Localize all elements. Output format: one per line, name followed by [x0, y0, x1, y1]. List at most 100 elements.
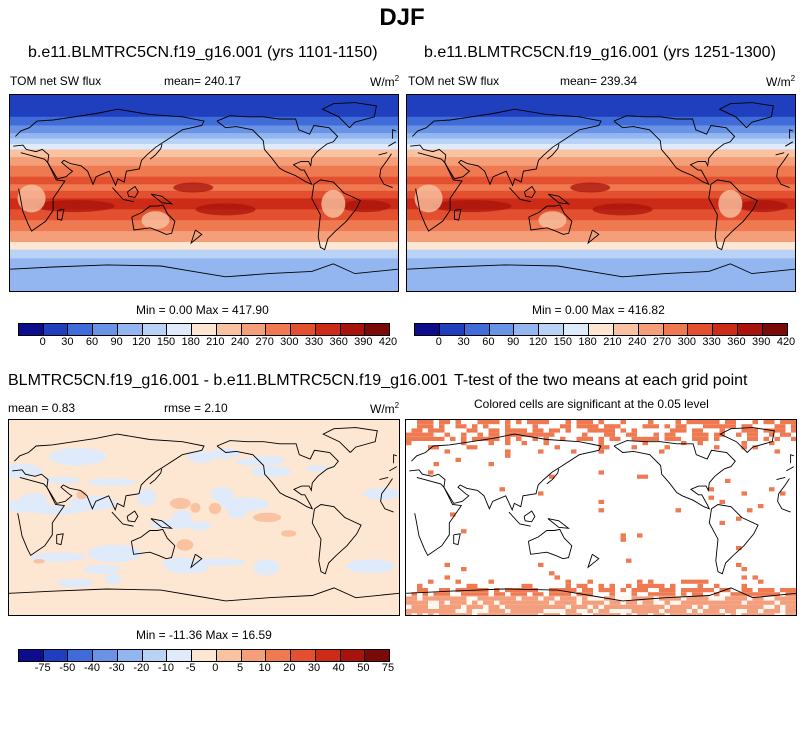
significant-cell [609, 588, 615, 593]
significant-cell [587, 588, 593, 593]
flux-maximum [340, 200, 391, 213]
flux-band [10, 220, 398, 232]
flux-maximum [570, 182, 611, 193]
significant-cell [626, 613, 632, 615]
significant-cell [604, 445, 610, 450]
significant-cell [488, 432, 494, 437]
flux-band [10, 209, 398, 221]
difference-patch [166, 562, 208, 574]
significant-cell [620, 420, 626, 425]
significant-cell [631, 609, 637, 614]
panel2-colorbar-swatch [688, 324, 714, 335]
significant-cell [642, 474, 648, 479]
panel1-colorbar-tick-label: 90 [110, 336, 123, 348]
significant-cell [692, 579, 698, 584]
significant-cell [422, 424, 428, 429]
significant-cell [494, 596, 500, 601]
significant-cell [466, 592, 472, 597]
significant-cell [741, 613, 747, 615]
flux-maximum [195, 203, 256, 216]
significant-cell [411, 600, 417, 605]
significant-cell [543, 600, 549, 605]
significant-cell [516, 609, 522, 614]
significant-cell [565, 596, 571, 601]
significant-cell [560, 604, 566, 609]
significant-cell [433, 428, 439, 433]
significant-cell [763, 600, 769, 605]
significant-cell [758, 579, 764, 584]
significant-cell [681, 424, 687, 429]
difference-patch [253, 512, 282, 523]
significant-cell [483, 424, 489, 429]
coastline [9, 587, 399, 602]
significant-cell [703, 432, 709, 437]
panel3-colorbar-tick-label: -5 [185, 662, 196, 674]
significant-cell [549, 596, 555, 601]
significant-cell [466, 428, 472, 433]
flux-band [10, 249, 398, 259]
significant-cell [780, 600, 786, 605]
significant-cell [444, 609, 450, 614]
panel3-colorbar-swatch [93, 650, 118, 661]
significant-cell [609, 596, 615, 601]
significant-cell [719, 499, 725, 504]
significant-cell [741, 445, 747, 450]
significant-cell [598, 609, 604, 614]
significant-cell [428, 424, 434, 429]
significant-cell [741, 491, 747, 496]
significant-cell [510, 600, 516, 605]
coastline [190, 229, 203, 245]
significant-cell [450, 512, 456, 517]
significant-cell [703, 609, 709, 614]
panel1-colorbar-tick-label: 180 [181, 336, 200, 348]
significant-cell [609, 436, 615, 441]
significant-cell [516, 613, 522, 615]
flux-band [407, 242, 795, 251]
panel2-colorbar [414, 323, 788, 336]
significant-cell [686, 596, 692, 601]
significant-cell [692, 592, 698, 597]
significant-cell [411, 609, 417, 614]
significant-cell [675, 596, 681, 601]
coastline [321, 102, 377, 129]
significant-cell [406, 613, 412, 615]
coastline [13, 108, 397, 187]
difference-patch [33, 559, 45, 564]
significant-cell [472, 436, 478, 441]
panel2-colorbar-tick-label: 180 [578, 336, 597, 348]
significant-cell [505, 613, 511, 615]
significant-cell [598, 583, 604, 588]
significant-cell [598, 600, 604, 605]
significant-cell [450, 604, 456, 609]
significant-cell [455, 588, 461, 593]
significant-cell [571, 613, 577, 615]
significant-cell [681, 579, 687, 584]
significant-cell [422, 596, 428, 601]
significant-cell [604, 588, 610, 593]
significant-cell [521, 428, 527, 433]
panel3-mean: mean = 0.83 [8, 401, 76, 415]
significant-cell [483, 600, 489, 605]
significant-cell [785, 600, 791, 605]
significant-cell [708, 600, 714, 605]
panel2-colorbar-swatch [663, 324, 689, 335]
significant-cell [417, 432, 423, 437]
significant-cell [741, 575, 747, 580]
significant-cell [664, 596, 670, 601]
significant-cell [472, 428, 478, 433]
significant-cell [444, 604, 450, 609]
panel2-colorbar-tick-label: 120 [528, 336, 548, 348]
significant-cell [417, 420, 423, 425]
significant-cell [752, 420, 758, 425]
panel2-colorbar-tick-label: 390 [752, 336, 771, 348]
significant-cell [703, 588, 709, 593]
significant-cell [653, 432, 659, 437]
significant-cell [549, 592, 555, 597]
panel1-colorbar-tick-label: 210 [206, 336, 225, 348]
significant-cell [692, 600, 698, 605]
significant-cell [428, 432, 434, 437]
significant-cell [554, 428, 560, 433]
significant-cell [664, 445, 670, 450]
significant-cell [461, 567, 467, 572]
panel3-colorbar-tick-label: -20 [133, 662, 150, 674]
